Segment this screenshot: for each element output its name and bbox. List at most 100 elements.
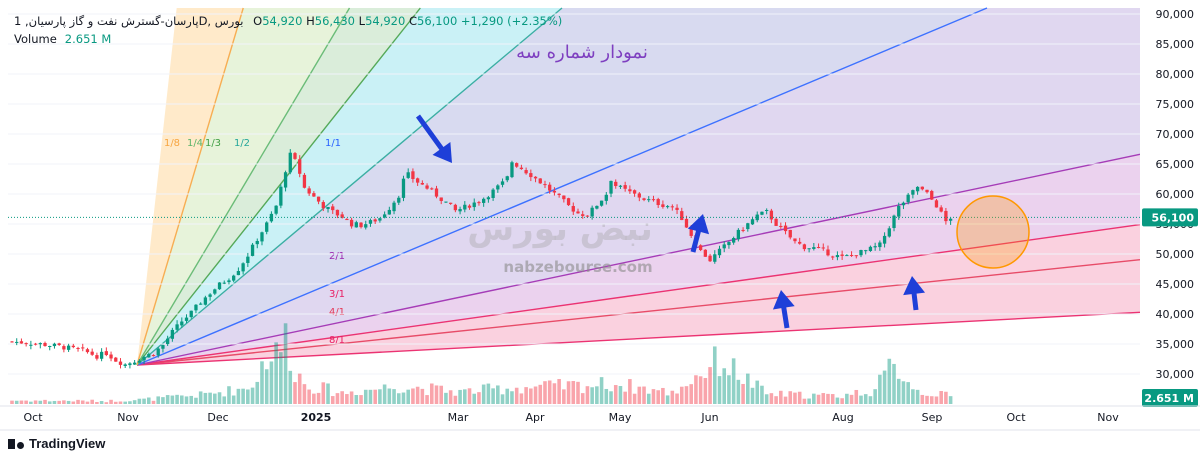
candle-body <box>19 341 24 344</box>
candle-body <box>439 197 443 201</box>
volume-bar <box>604 388 609 404</box>
volume-bar <box>585 386 590 404</box>
volume-bar <box>628 379 632 404</box>
volume-bar <box>312 393 316 404</box>
candle-body <box>524 170 528 174</box>
candle-body <box>566 198 571 206</box>
candle-body <box>930 191 934 200</box>
volume-bar <box>661 387 665 404</box>
volume-bar <box>260 361 264 404</box>
candle-body <box>241 263 245 272</box>
volume-bar <box>529 388 533 404</box>
volume-bar <box>717 376 722 404</box>
candle-body <box>255 240 259 245</box>
candle-body <box>897 205 901 217</box>
candle-body <box>123 364 127 366</box>
candle-body <box>680 211 684 221</box>
candle-body <box>232 275 236 281</box>
volume-bar <box>161 397 165 404</box>
volume-bar <box>406 389 410 404</box>
candle-body <box>222 282 226 284</box>
candle-body <box>920 186 924 190</box>
gann-fan <box>136 7 1141 366</box>
chart-legend: پارسان-گسترش نفت و گاز پارسیان, 1D, بورس… <box>14 12 562 48</box>
candle-body <box>283 172 288 188</box>
volume-bar <box>590 387 594 404</box>
volume-bar <box>684 386 689 404</box>
candle-body <box>713 254 717 262</box>
volume-bar <box>180 395 184 404</box>
volume-bar <box>250 387 255 404</box>
volume-bar <box>741 383 745 404</box>
annotation-arrow <box>903 276 926 311</box>
candle-body <box>165 338 170 345</box>
volume-bar <box>646 393 651 404</box>
volume-bar <box>373 389 377 404</box>
candle-body <box>651 199 656 201</box>
low-value: 54,920 <box>365 14 406 28</box>
candle-body <box>746 223 750 230</box>
candle-body <box>854 255 858 257</box>
candle-body <box>302 174 307 188</box>
candle-body <box>656 199 660 206</box>
volume-bar <box>255 381 260 404</box>
volume-bar <box>948 396 953 404</box>
volume-bar <box>613 385 618 404</box>
volume-bar <box>496 385 500 404</box>
candle-body <box>944 210 948 222</box>
volume-bar <box>637 386 642 404</box>
candle-body <box>425 185 429 189</box>
candle-body <box>864 250 868 252</box>
volume-bar <box>444 392 448 404</box>
volume-bar <box>288 370 293 404</box>
volume-bar <box>382 384 387 404</box>
candle-body <box>915 186 920 192</box>
volume-bar <box>599 377 604 404</box>
candle-body <box>38 343 42 345</box>
volume-bar <box>505 388 510 404</box>
volume-bar <box>340 391 344 404</box>
price-axis-label: 30,000 <box>1156 368 1195 381</box>
candle-body <box>132 362 137 365</box>
volume-bar <box>623 391 627 404</box>
volume-bar <box>896 378 901 404</box>
gann-fan-line <box>136 7 563 366</box>
volume-bar <box>915 389 920 404</box>
volume-bar <box>297 373 302 404</box>
volume-bar <box>656 390 660 404</box>
volume-bar <box>321 382 326 404</box>
volume-bar <box>524 387 528 404</box>
candle-body <box>500 181 505 185</box>
volume-bar <box>264 369 269 404</box>
volume-bar <box>873 389 877 404</box>
candle-body <box>816 247 821 249</box>
time-axis-label: Nov <box>1097 411 1119 424</box>
candle-body <box>453 204 458 211</box>
gann-fan-fill <box>137 8 1140 365</box>
candle-body <box>142 356 146 361</box>
arrow-shape <box>903 276 926 311</box>
candle-body <box>368 220 373 224</box>
candle-body <box>911 190 915 195</box>
volume-value: 2.651 M <box>64 32 112 46</box>
volume-bar <box>538 384 543 404</box>
volume-bar <box>368 389 373 404</box>
volume-bar <box>184 396 189 404</box>
volume-bar <box>132 400 137 404</box>
candle-body <box>48 346 52 348</box>
volume-bar <box>411 388 415 404</box>
volume-bar <box>845 393 849 404</box>
volume-bar <box>392 389 396 404</box>
candle-body <box>175 324 179 330</box>
gann-fan-label: 1/1 <box>325 138 341 149</box>
annotation-arrow <box>772 290 795 329</box>
candle-body <box>33 343 38 345</box>
candle-body <box>463 204 467 210</box>
candle-body <box>831 256 835 258</box>
candle-body <box>609 180 613 194</box>
volume-bar <box>274 342 278 404</box>
volume-bar <box>675 393 679 404</box>
volume-bar <box>760 385 764 404</box>
volume-bar <box>62 400 66 404</box>
